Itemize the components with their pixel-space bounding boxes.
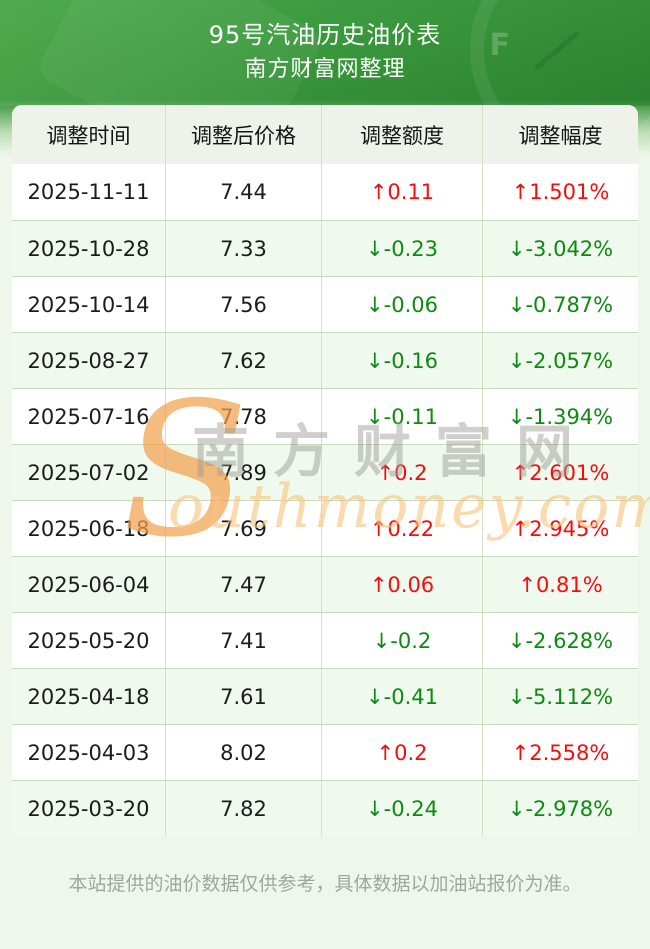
cell-change: ↓-0.23 — [322, 221, 483, 276]
cell-date: 2025-08-27 — [12, 333, 166, 388]
cell-percent: ↑2.558% — [511, 740, 610, 765]
column-header-change: 调整额度 — [322, 105, 483, 164]
cell-change: ↑0.11 — [322, 164, 483, 220]
cell-price: 7.89 — [166, 445, 322, 500]
footer: 本站提供的油价数据仅供参考，具体数据以加油站报价为准。 — [0, 838, 650, 949]
cell-percent: ↓-2.057% — [507, 348, 614, 373]
cell-change: ↓-0.41 — [322, 669, 483, 724]
cell-change: ↑0.22 — [322, 501, 483, 556]
table-row: 2025-05-20 7.41 ↓-0.2 ↓-2.628% — [12, 612, 638, 668]
cell-date: 2025-04-18 — [12, 669, 166, 724]
cell-price: 7.44 — [166, 164, 322, 220]
table-row: 2025-10-28 7.33 ↓-0.23 ↓-3.042% — [12, 220, 638, 276]
page-subtitle: 南方财富网整理 — [244, 57, 406, 82]
cell-date: 2025-11-11 — [12, 164, 166, 220]
table-row: 2025-10-14 7.56 ↓-0.06 ↓-0.787% — [12, 276, 638, 332]
cell-price: 8.02 — [166, 725, 322, 780]
cell-date: 2025-03-20 — [12, 781, 166, 836]
hero-header: F 95号汽油历史油价表 南方财富网整理 — [0, 0, 650, 187]
cell-date: 2025-06-04 — [12, 557, 166, 612]
cell-price: 7.69 — [166, 501, 322, 556]
table-row: 2025-04-18 7.61 ↓-0.41 ↓-5.112% — [12, 668, 638, 724]
table-row: 2025-06-18 7.69 ↑0.22 ↑2.945% — [12, 500, 638, 556]
cell-change: ↓-0.16 — [322, 333, 483, 388]
cell-date: 2025-06-18 — [12, 501, 166, 556]
disclaimer-text: 本站提供的油价数据仅供参考，具体数据以加油站报价为准。 — [68, 873, 582, 895]
column-header-price: 调整后价格 — [166, 105, 322, 164]
fuel-gauge-letter: F — [489, 28, 511, 63]
cell-percent: ↑0.81% — [518, 572, 603, 597]
cell-date: 2025-10-14 — [12, 277, 166, 332]
table-row: 2025-04-03 8.02 ↑0.2 ↑2.558% — [12, 724, 638, 780]
cell-price: 7.61 — [166, 669, 322, 724]
column-header-percent: 调整幅度 — [518, 123, 603, 148]
cell-change: ↑0.2 — [322, 725, 483, 780]
cell-percent: ↑2.601% — [511, 460, 610, 485]
table-row: 2025-07-02 7.89 ↑0.2 ↑2.601% — [12, 444, 638, 500]
cell-date: 2025-05-20 — [12, 613, 166, 668]
cell-percent: ↑2.945% — [511, 516, 610, 541]
cell-price: 7.41 — [166, 613, 322, 668]
table-row: 2025-06-04 7.47 ↑0.06 ↑0.81% — [12, 556, 638, 612]
cell-change: ↓-0.11 — [322, 389, 483, 444]
cell-percent: ↓-0.787% — [507, 292, 614, 317]
cell-date: 2025-07-16 — [12, 389, 166, 444]
table-row: 2025-11-11 7.44 ↑0.11 ↑1.501% — [12, 164, 638, 220]
price-table: 调整时间 调整后价格 调整额度 调整幅度 2025-11-11 7.44 ↑0.11… — [12, 105, 638, 836]
cell-price: 7.33 — [166, 221, 322, 276]
cell-percent: ↓-2.978% — [507, 796, 614, 821]
cell-price: 7.56 — [166, 277, 322, 332]
cell-change: ↑0.06 — [322, 557, 483, 612]
cell-change: ↑0.2 — [322, 445, 483, 500]
table-row: 2025-08-27 7.62 ↓-0.16 ↓-2.057% — [12, 332, 638, 388]
cell-percent: ↓-1.394% — [507, 404, 614, 429]
cell-change: ↓-0.24 — [322, 781, 483, 836]
page-title: 95号汽油历史油价表 — [208, 21, 442, 49]
cell-percent: ↓-3.042% — [507, 236, 614, 261]
cell-change: ↓-0.2 — [322, 613, 483, 668]
cell-price: 7.78 — [166, 389, 322, 444]
cell-percent: ↓-2.628% — [507, 628, 614, 653]
cell-change: ↓-0.06 — [322, 277, 483, 332]
price-table-body: 2025-11-11 7.44 ↑0.11 ↑1.501% 2025-10-28 7.33… — [12, 164, 638, 836]
cell-price: 7.62 — [166, 333, 322, 388]
table-header-row: 调整时间 调整后价格 调整额度 调整幅度 — [12, 105, 638, 164]
header-titles: 95号汽油历史油价表 南方财富网整理 — [0, 17, 650, 86]
table-row: 2025-07-16 7.78 ↓-0.11 ↓-1.394% — [12, 388, 638, 444]
cell-price: 7.82 — [166, 781, 322, 836]
cell-price: 7.47 — [166, 557, 322, 612]
cell-date: 2025-04-03 — [12, 725, 166, 780]
cell-percent: ↓-5.112% — [507, 684, 614, 709]
cell-date: 2025-07-02 — [12, 445, 166, 500]
cell-date: 2025-10-28 — [12, 221, 166, 276]
table-row: 2025-03-20 7.82 ↓-0.24 ↓-2.978% — [12, 780, 638, 836]
cell-percent: ↑1.501% — [511, 180, 610, 204]
column-header-date: 调整时间 — [12, 105, 166, 164]
